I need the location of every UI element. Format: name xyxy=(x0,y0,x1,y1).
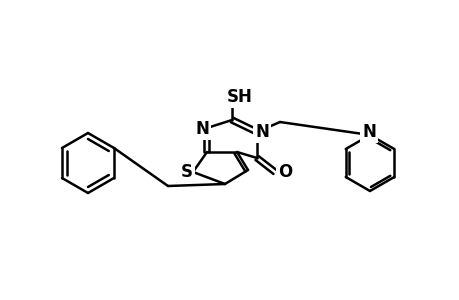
Text: SH: SH xyxy=(227,88,252,106)
Text: N: N xyxy=(195,120,208,138)
Text: N: N xyxy=(361,123,375,141)
Text: N: N xyxy=(254,123,269,141)
Text: S: S xyxy=(180,163,193,181)
Text: O: O xyxy=(277,163,291,181)
